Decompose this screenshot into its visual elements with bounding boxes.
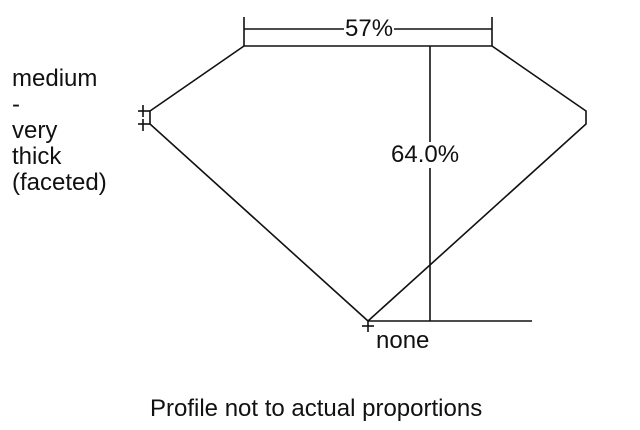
girdle-label-line: (faceted) bbox=[12, 169, 107, 196]
caption: Profile not to actual proportions bbox=[150, 395, 483, 422]
girdle-label-line: medium bbox=[12, 65, 98, 92]
culet-marker-icon bbox=[362, 320, 374, 332]
girdle-label-line: - bbox=[12, 91, 20, 118]
girdle-label-line: thick bbox=[12, 143, 62, 170]
girdle-label-line: very bbox=[12, 117, 58, 144]
culet-label: none bbox=[376, 327, 430, 354]
gem-outline bbox=[149, 45, 587, 323]
girdle-marker-icon bbox=[138, 105, 150, 131]
table-percent-label: 57% bbox=[344, 15, 395, 42]
girdle-thickness-label: medium - very thick (faceted) bbox=[12, 66, 107, 196]
depth-percent-label: 64.0% bbox=[390, 141, 461, 168]
